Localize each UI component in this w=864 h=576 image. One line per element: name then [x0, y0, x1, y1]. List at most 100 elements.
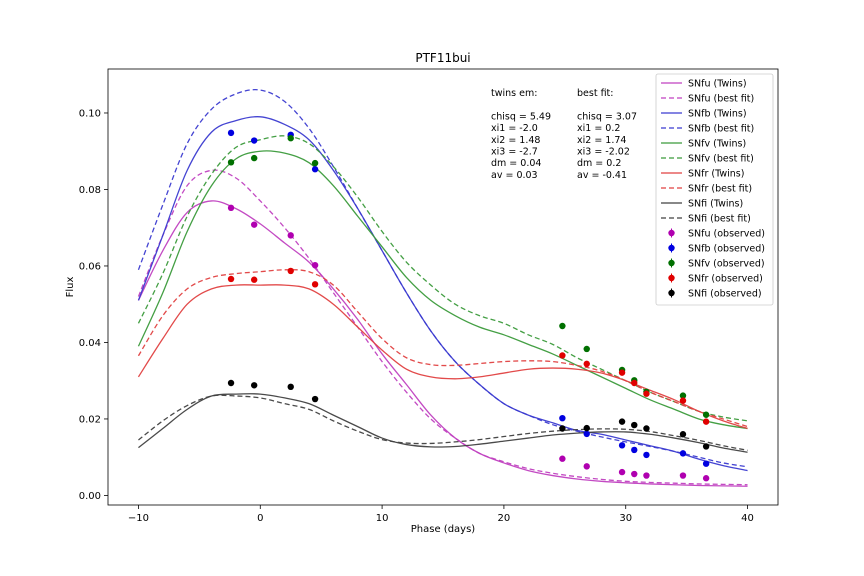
data-point-snfu-observed: [643, 472, 650, 479]
data-point-snfr-observed: [559, 352, 566, 359]
legend-entry: SNfb (Twins): [688, 109, 747, 120]
x-tick-label: 10: [376, 513, 389, 524]
observed-points: [227, 129, 710, 482]
data-point-snfr-observed: [643, 390, 650, 397]
annotation-line: xi1 = 0.2: [577, 123, 620, 134]
data-point-snfr-observed: [679, 397, 687, 404]
annotation-line: dm = 0.2: [577, 158, 621, 169]
legend-entry: SNfu (Twins): [688, 79, 747, 90]
y-axis-ticks: 0.00 0.02 0.04 0.06 0.08 0.10: [79, 108, 108, 502]
x-tick-label: 20: [498, 513, 511, 524]
annotation-line: best fit:: [577, 88, 613, 99]
legend-entry: SNfi (Twins): [688, 199, 743, 210]
series-line-snfv-twins: [137, 150, 748, 430]
annotation-line: xi3 = -2.7: [491, 147, 538, 158]
data-point-snfb-observed: [227, 129, 235, 137]
data-point-snfr-observed: [287, 267, 294, 275]
legend-entry: SNfr (observed): [688, 274, 763, 285]
annotation-line: xi3 = -2.02: [577, 147, 630, 158]
series-line-snfu-best-fit: [137, 169, 748, 486]
legend-entry: SNfu (observed): [688, 229, 765, 240]
data-point-snfb-observed: [643, 451, 650, 459]
series-line-snfv-best-fit: [137, 135, 748, 422]
data-point-snfv-observed: [679, 392, 687, 399]
data-point-snfi-observed: [311, 395, 319, 403]
data-point-snfv-observed: [583, 345, 590, 353]
legend-swatch: [668, 244, 675, 252]
data-point-snfu-observed: [583, 463, 590, 470]
data-point-snfr-observed: [311, 281, 319, 288]
annotation-line: av = 0.03: [491, 170, 538, 181]
series-line-snfi-twins: [138, 393, 748, 453]
x-tick-label: 0: [257, 513, 263, 524]
series-line-snfr-twins: [137, 284, 748, 430]
series-line-snfb-best-fit: [137, 88, 748, 468]
series-line-snfu-twins: [137, 200, 748, 487]
data-point-snfu-observed: [287, 232, 294, 239]
y-tick-label: 0.02: [79, 414, 101, 425]
data-point-snfu-observed: [679, 472, 687, 479]
data-point-snfi-observed: [287, 383, 294, 391]
data-point-snfv-observed: [311, 159, 319, 167]
data-point-snfr-observed: [583, 360, 590, 368]
y-axis-label: Flux: [65, 277, 76, 298]
data-point-snfi-observed: [583, 424, 590, 432]
y-tick-label: 0.04: [79, 338, 101, 349]
data-point-snfu-observed: [618, 468, 626, 476]
legend-entry: SNfv (Twins): [688, 139, 746, 150]
data-point-snfi-observed: [643, 425, 650, 432]
legend: SNfu (Twins) SNfu (best fit) SNfb (Twins) S…: [655, 73, 774, 306]
data-point-snfi-observed: [618, 418, 626, 425]
annotation-line: av = -0.41: [577, 170, 627, 181]
data-point-snfb-observed: [559, 414, 566, 422]
data-point-snfb-observed: [311, 166, 319, 173]
data-point-snfu-observed: [250, 221, 258, 228]
data-point-snfv-observed: [250, 154, 258, 162]
legend-entry: SNfv (observed): [688, 259, 765, 270]
data-point-snfr-observed: [631, 379, 638, 387]
plot-frame: [107, 68, 779, 506]
data-point-snfb-observed: [679, 450, 687, 457]
data-point-snfu-observed: [311, 262, 319, 269]
data-point-snfi-observed: [250, 382, 258, 389]
annotation-line: dm = 0.04: [491, 158, 541, 169]
data-point-snfv-observed: [702, 411, 710, 418]
legend-entry: SNfr (best fit): [688, 184, 752, 195]
y-tick-label: 0.06: [79, 261, 101, 272]
series-line-snfi-best-fit: [138, 394, 748, 451]
legend-entry: SNfi (best fit): [688, 214, 751, 225]
data-point-snfb-observed: [702, 460, 710, 467]
legend-swatch: [668, 229, 675, 237]
legend-entry: SNfv (best fit): [688, 154, 754, 165]
chart-title: PTF11bui: [415, 51, 470, 65]
data-point-snfi-observed: [679, 431, 687, 438]
annotation-line: chisq = 3.07: [577, 111, 637, 122]
data-point-snfu-observed: [702, 475, 710, 482]
data-point-snfr-observed: [227, 275, 235, 283]
annotation-line: chisq = 5.49: [491, 111, 551, 122]
data-point-snfi-observed: [227, 379, 235, 387]
y-tick-label: 0.00: [79, 491, 101, 502]
y-tick-label: 0.08: [79, 185, 101, 196]
x-axis-ticks: −10 0 10 20 30 40: [128, 505, 754, 524]
data-point-snfb-observed: [631, 446, 638, 454]
legend-entry: SNfi (observed): [688, 289, 762, 300]
data-point-snfr-observed: [618, 369, 626, 376]
data-point-snfv-observed: [559, 322, 566, 330]
data-point-snfi-observed: [631, 421, 638, 429]
data-point-snfr-observed: [250, 276, 258, 283]
legend-swatch: [668, 289, 675, 297]
data-point-snfi-observed: [559, 425, 566, 432]
x-tick-label: −10: [128, 513, 149, 524]
x-tick-label: 30: [619, 513, 632, 524]
annotation-line: xi1 = -2.0: [491, 123, 538, 134]
legend-swatch: [668, 274, 675, 282]
x-tick-label: 40: [741, 513, 754, 524]
data-point-snfb-observed: [250, 137, 258, 144]
data-point-snfu-observed: [227, 204, 235, 212]
legend-entry: SNfb (observed): [688, 244, 765, 255]
data-point-snfv-observed: [227, 159, 235, 166]
